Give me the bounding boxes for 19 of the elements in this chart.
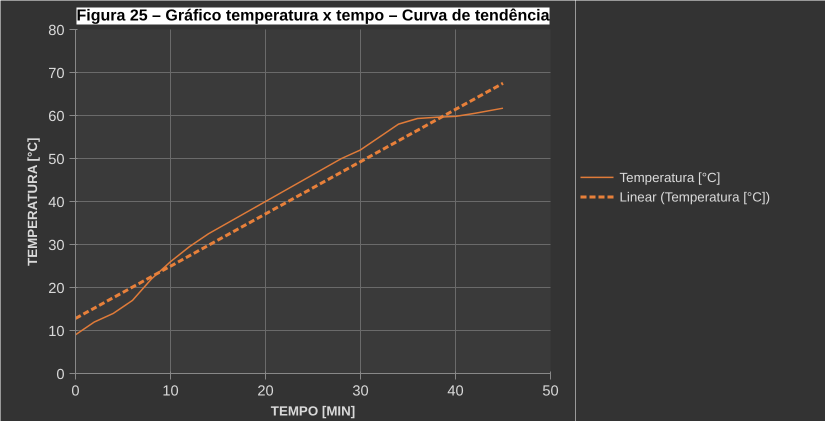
y-tick-label: 0 <box>56 367 65 383</box>
y-tick-label: 60 <box>48 109 65 125</box>
y-axis-title: TEMPERATURA [°C] <box>25 138 40 266</box>
legend-label: Linear (Temperatura [°C]) <box>620 190 770 205</box>
y-tick-label: 80 <box>48 23 65 39</box>
x-axis-title: TEMPO [MIN] <box>270 404 356 418</box>
legend-label: Temperatura [°C] <box>620 170 720 185</box>
x-tick-label: 30 <box>352 384 369 400</box>
y-tick-label: 20 <box>48 281 65 297</box>
y-tick-label: 30 <box>48 238 65 254</box>
x-tick-label: 20 <box>257 384 274 400</box>
y-tick-label: 50 <box>48 152 65 168</box>
y-tick-label: 40 <box>48 195 65 211</box>
x-tick-label: 40 <box>447 384 464 400</box>
x-tick-label: 0 <box>71 384 80 400</box>
y-tick-label: 10 <box>48 324 65 340</box>
x-tick-label: 10 <box>162 384 179 400</box>
y-tick-label: 70 <box>48 66 65 82</box>
x-tick-label: 50 <box>542 384 559 400</box>
